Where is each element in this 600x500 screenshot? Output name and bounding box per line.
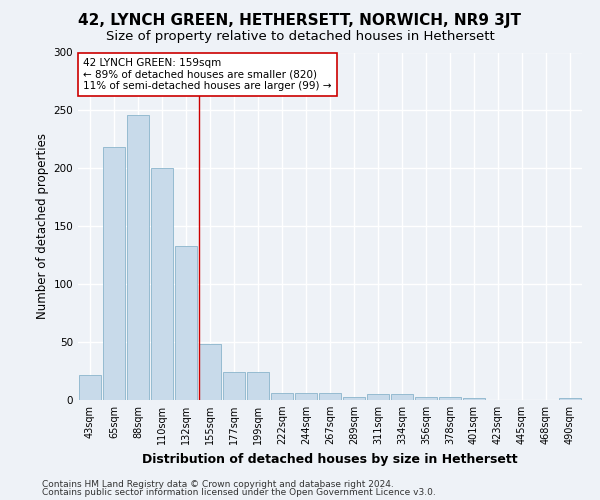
Bar xyxy=(271,393,293,400)
Bar xyxy=(295,393,317,400)
Bar xyxy=(199,344,221,400)
Bar xyxy=(151,168,173,400)
X-axis label: Distribution of detached houses by size in Hethersett: Distribution of detached houses by size … xyxy=(142,452,518,466)
Bar xyxy=(79,374,101,400)
Text: Contains HM Land Registry data © Crown copyright and database right 2024.: Contains HM Land Registry data © Crown c… xyxy=(42,480,394,489)
Bar xyxy=(175,246,197,400)
Bar xyxy=(391,394,413,400)
Bar xyxy=(103,148,125,400)
Y-axis label: Number of detached properties: Number of detached properties xyxy=(36,133,49,320)
Bar xyxy=(463,398,485,400)
Bar xyxy=(559,398,581,400)
Text: 42 LYNCH GREEN: 159sqm
← 89% of detached houses are smaller (820)
11% of semi-de: 42 LYNCH GREEN: 159sqm ← 89% of detached… xyxy=(83,58,332,91)
Text: Contains public sector information licensed under the Open Government Licence v3: Contains public sector information licen… xyxy=(42,488,436,497)
Bar xyxy=(247,372,269,400)
Bar xyxy=(439,396,461,400)
Text: Size of property relative to detached houses in Hethersett: Size of property relative to detached ho… xyxy=(106,30,494,43)
Bar xyxy=(319,393,341,400)
Bar xyxy=(223,372,245,400)
Text: 42, LYNCH GREEN, HETHERSETT, NORWICH, NR9 3JT: 42, LYNCH GREEN, HETHERSETT, NORWICH, NR… xyxy=(79,12,521,28)
Bar xyxy=(127,115,149,400)
Bar xyxy=(367,394,389,400)
Bar xyxy=(415,396,437,400)
Bar xyxy=(343,396,365,400)
